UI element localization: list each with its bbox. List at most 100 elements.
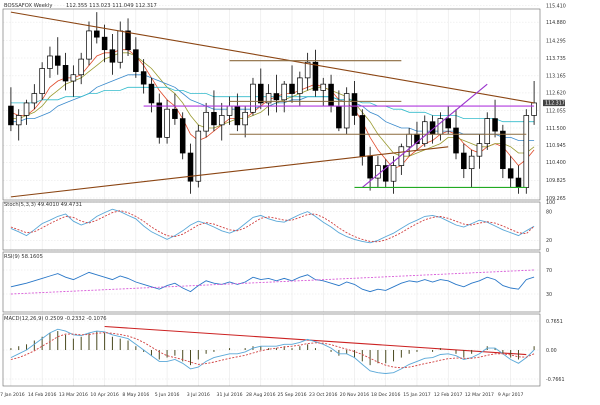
ohlc-readout: 112.355 113.023 111.049 112.317 — [66, 3, 157, 9]
candle-down[interactable] — [148, 83, 155, 104]
price-y-tick-label: 113.735 — [546, 56, 566, 62]
macd-y-tick-label: -0.7661 — [546, 377, 565, 383]
candle-up[interactable] — [398, 146, 405, 166]
x-tick-label: 9 Apr 2017 — [498, 392, 524, 398]
ascending-support-trendline[interactable] — [10, 146, 449, 198]
candle-down[interactable] — [367, 155, 373, 179]
candle-down[interactable] — [101, 36, 108, 51]
purple-uptrend-line[interactable] — [361, 83, 488, 188]
candle-up[interactable] — [195, 130, 202, 182]
candle-down[interactable] — [109, 49, 116, 63]
ma-slow-line — [10, 74, 535, 141]
candle-down[interactable] — [133, 49, 139, 72]
candle-down[interactable] — [211, 111, 217, 126]
candles-layer[interactable] — [8, 12, 537, 194]
candle-down[interactable] — [515, 177, 522, 188]
candle-up[interactable] — [281, 83, 287, 101]
candle-down[interactable] — [336, 105, 342, 129]
candle-down[interactable] — [359, 115, 366, 157]
candle-down[interactable] — [140, 71, 147, 85]
candle-up[interactable] — [39, 68, 45, 94]
candle-up[interactable] — [375, 165, 381, 179]
descending-resistance-trendline[interactable] — [10, 11, 535, 104]
candle-up[interactable] — [531, 102, 537, 116]
candle-up[interactable] — [226, 105, 233, 116]
candle-down[interactable] — [289, 83, 295, 94]
candle-up[interactable] — [265, 93, 272, 104]
last-price-label: 112.317 — [545, 101, 565, 107]
price-y-tick-label: 112.620 — [546, 91, 566, 97]
candle-up[interactable] — [203, 111, 209, 132]
x-tick-label: 3 Jul 2016 — [187, 392, 210, 398]
panel-frame-rsi — [2, 251, 541, 313]
candle-up[interactable] — [31, 93, 38, 104]
candle-up[interactable] — [320, 83, 327, 91]
candle-down[interactable] — [500, 130, 506, 170]
candle-down[interactable] — [94, 30, 100, 38]
stoch-series-line-0 — [10, 208, 535, 244]
price-y-tick-label: 114.295 — [546, 38, 566, 44]
candle-down[interactable] — [507, 168, 514, 179]
candle-down[interactable] — [453, 127, 459, 154]
candle-up[interactable] — [23, 102, 30, 116]
candle-down[interactable] — [62, 65, 69, 82]
x-tick-label: 5 Jun 2016 — [155, 392, 180, 398]
x-tick-label: 15 Jan 2017 — [403, 392, 431, 398]
candle-down[interactable] — [312, 61, 319, 91]
candle-down[interactable] — [351, 93, 358, 116]
candle-up[interactable] — [422, 121, 428, 144]
panel-frame-price — [2, 8, 541, 201]
candle-up[interactable] — [468, 155, 475, 170]
candle-down[interactable] — [461, 152, 467, 170]
macd-y-tick-label: 0.7651 — [546, 319, 563, 325]
panel-frame-macd — [2, 313, 541, 387]
rsi-y-tick-label: 70 — [546, 268, 552, 274]
candle-up[interactable] — [250, 83, 256, 113]
macd-series-line-1 — [10, 332, 535, 369]
candle-down[interactable] — [234, 105, 241, 126]
candle-up[interactable] — [15, 115, 22, 126]
candle-up[interactable] — [47, 55, 53, 69]
candle-up[interactable] — [117, 30, 123, 63]
candle-down[interactable] — [187, 152, 194, 182]
macd-descending-trendline[interactable] — [104, 325, 527, 356]
panel-frames-layer — [2, 8, 541, 387]
drawings-layer[interactable] — [10, 11, 535, 356]
candle-up[interactable] — [297, 77, 303, 94]
candle-up[interactable] — [86, 30, 92, 60]
candle-up[interactable] — [390, 165, 397, 182]
candle-down[interactable] — [382, 165, 389, 182]
candle-up[interactable] — [70, 74, 77, 82]
candle-up[interactable] — [78, 58, 84, 76]
candle-down[interactable] — [125, 30, 131, 51]
candle-down[interactable] — [179, 118, 186, 154]
candle-down[interactable] — [273, 93, 280, 101]
x-tick-label: 23 Oct 2016 — [309, 392, 337, 398]
candle-down[interactable] — [258, 83, 264, 104]
candle-down[interactable] — [445, 118, 451, 129]
candle-up[interactable] — [476, 143, 483, 157]
candle-up[interactable] — [523, 115, 530, 188]
candle-down[interactable] — [156, 102, 163, 138]
x-tick-label: 10 Apr 2016 — [90, 392, 118, 398]
candle-up[interactable] — [304, 61, 311, 79]
moving-average-layer — [10, 49, 535, 170]
price-y-tick-label: 113.165 — [546, 74, 566, 80]
candle-down[interactable] — [8, 105, 14, 126]
candle-up[interactable] — [218, 115, 225, 126]
candle-up[interactable] — [343, 93, 350, 129]
candle-up[interactable] — [164, 108, 170, 138]
macd-series-line-0 — [10, 328, 535, 374]
candle-up[interactable] — [406, 133, 412, 148]
candle-up[interactable] — [242, 111, 248, 126]
indicators-layer — [10, 208, 535, 374]
candle-down[interactable] — [328, 83, 334, 107]
candle-down[interactable] — [172, 108, 178, 119]
candle-down[interactable] — [54, 55, 61, 66]
candle-up[interactable] — [484, 118, 491, 144]
candle-down[interactable] — [492, 118, 498, 132]
x-tick-label: 31 Jul 2016 — [217, 392, 243, 398]
